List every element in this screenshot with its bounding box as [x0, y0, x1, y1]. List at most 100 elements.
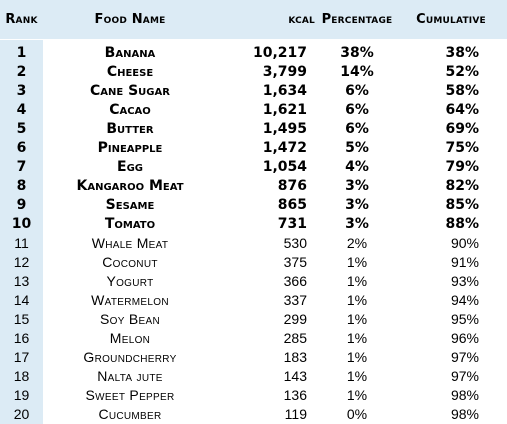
- header-percentage: Percentage: [319, 0, 395, 40]
- percentage-cell: 1%: [346, 387, 368, 403]
- percentage-cell: 1%: [346, 254, 368, 270]
- rank-cell: 7: [0, 158, 43, 177]
- kcal-cell: 1,495: [262, 121, 307, 137]
- percentage-cell: 1%: [346, 349, 368, 365]
- kcal-cell: 143: [283, 368, 307, 384]
- food-name-cell: Cheese: [106, 64, 154, 80]
- header-food-name: Food Name: [43, 0, 217, 40]
- kcal-cell: 1,634: [262, 83, 307, 99]
- spacer-cell: [0, 40, 43, 44]
- food-name-cell: Coconut: [102, 254, 158, 270]
- header-kcal: kcal: [217, 0, 319, 40]
- kcal-cell: 183: [283, 349, 307, 365]
- rank-cell: 2: [0, 63, 43, 82]
- kcal-cell: 1,621: [262, 102, 307, 118]
- food-name-cell: Watermelon: [91, 292, 169, 308]
- percentage-cell: 0%: [346, 406, 368, 422]
- food-name-cell: Butter: [106, 121, 154, 137]
- kcal-cell: 375: [283, 254, 307, 270]
- rank-cell: 19: [0, 386, 43, 405]
- percentage-cell: 4%: [345, 159, 369, 175]
- rank-cell: 1: [0, 44, 43, 63]
- cumulative-cell: 79%: [445, 159, 479, 175]
- percentage-cell: 1%: [346, 273, 368, 289]
- rank-cell: 11: [0, 234, 43, 253]
- rank-cell: 6: [0, 139, 43, 158]
- percentage-cell: 6%: [345, 121, 369, 137]
- cumulative-cell: 38%: [445, 45, 479, 61]
- kcal-cell: 366: [283, 273, 307, 289]
- food-name-cell: Egg: [117, 159, 143, 175]
- food-name-cell: Banana: [104, 45, 156, 61]
- food-name-cell: Yogurt: [106, 273, 154, 289]
- rank-cell: 4: [0, 101, 43, 120]
- percentage-cell: 3%: [345, 197, 369, 213]
- rank-cell: 12: [0, 253, 43, 272]
- kcal-cell: 530: [283, 235, 307, 251]
- rank-cell: 13: [0, 272, 43, 291]
- food-name-cell: Melon: [109, 330, 151, 346]
- cumulative-cell: 52%: [445, 64, 479, 80]
- percentage-cell: 5%: [345, 140, 369, 156]
- header-rank: Rank: [0, 0, 43, 40]
- rank-cell: 5: [0, 120, 43, 139]
- percentage-cell: 1%: [346, 368, 368, 384]
- cumulative-cell: 96%: [450, 330, 479, 346]
- cumulative-cell: 58%: [445, 83, 479, 99]
- kcal-cell: 1,472: [262, 140, 307, 156]
- percentage-cell: 1%: [346, 330, 368, 346]
- cumulative-cell: 82%: [445, 178, 479, 194]
- food-name-cell: Kangaroo Meat: [76, 178, 184, 194]
- cumulative-cell: 93%: [450, 273, 479, 289]
- cumulative-cell: 64%: [445, 102, 479, 118]
- cumulative-cell: 88%: [445, 216, 479, 232]
- percentage-cell: 6%: [345, 83, 369, 99]
- percentage-cell: 6%: [345, 102, 369, 118]
- food-name-cell: Sweet Pepper: [85, 387, 175, 403]
- cumulative-cell: 90%: [450, 235, 479, 251]
- rank-cell: 15: [0, 310, 43, 329]
- food-name-cell: Groundcherry: [83, 349, 177, 365]
- kcal-cell: 119: [284, 406, 307, 422]
- rank-cell: 17: [0, 348, 43, 367]
- kcal-cell: 3,799: [262, 64, 307, 80]
- food-name-cell: Tomato: [104, 216, 156, 232]
- kcal-cell: 876: [277, 178, 307, 194]
- cumulative-cell: 98%: [450, 387, 479, 403]
- food-name-cell: Cucumber: [98, 406, 162, 422]
- food-name-cell: Whale Meat: [91, 235, 169, 251]
- food-name-cell: Cacao: [109, 102, 151, 118]
- food-name-cell: Cane Sugar: [90, 83, 170, 99]
- rank-cell: 18: [0, 367, 43, 386]
- kcal-cell: 136: [283, 387, 307, 403]
- kcal-cell: 865: [277, 197, 307, 213]
- header-cumulative: Cumulative: [395, 0, 507, 40]
- percentage-cell: 1%: [346, 292, 368, 308]
- percentage-cell: 3%: [345, 178, 369, 194]
- food-name-cell: Sesame: [105, 197, 155, 213]
- rank-cell: 14: [0, 291, 43, 310]
- cumulative-cell: 95%: [450, 311, 479, 327]
- kcal-cell: 1,054: [262, 159, 307, 175]
- kcal-cell: 731: [277, 216, 307, 232]
- cumulative-cell: 97%: [450, 349, 479, 365]
- kcal-cell: 285: [283, 330, 307, 346]
- kcal-cell: 337: [283, 292, 307, 308]
- food-name-cell: Nalta jute: [97, 368, 163, 384]
- percentage-cell: 3%: [345, 216, 369, 232]
- cumulative-cell: 91%: [450, 254, 479, 270]
- cumulative-cell: 97%: [450, 368, 479, 384]
- cumulative-cell: 75%: [445, 140, 479, 156]
- rank-cell: 16: [0, 329, 43, 348]
- percentage-cell: 14%: [340, 64, 374, 80]
- percentage-cell: 38%: [340, 45, 374, 61]
- rank-cell: 3: [0, 82, 43, 101]
- rank-cell: 20: [0, 405, 43, 424]
- cumulative-cell: 69%: [445, 121, 479, 137]
- cumulative-cell: 85%: [445, 197, 479, 213]
- cumulative-cell: 94%: [450, 292, 479, 308]
- rank-cell: 8: [0, 177, 43, 196]
- percentage-cell: 2%: [346, 235, 368, 251]
